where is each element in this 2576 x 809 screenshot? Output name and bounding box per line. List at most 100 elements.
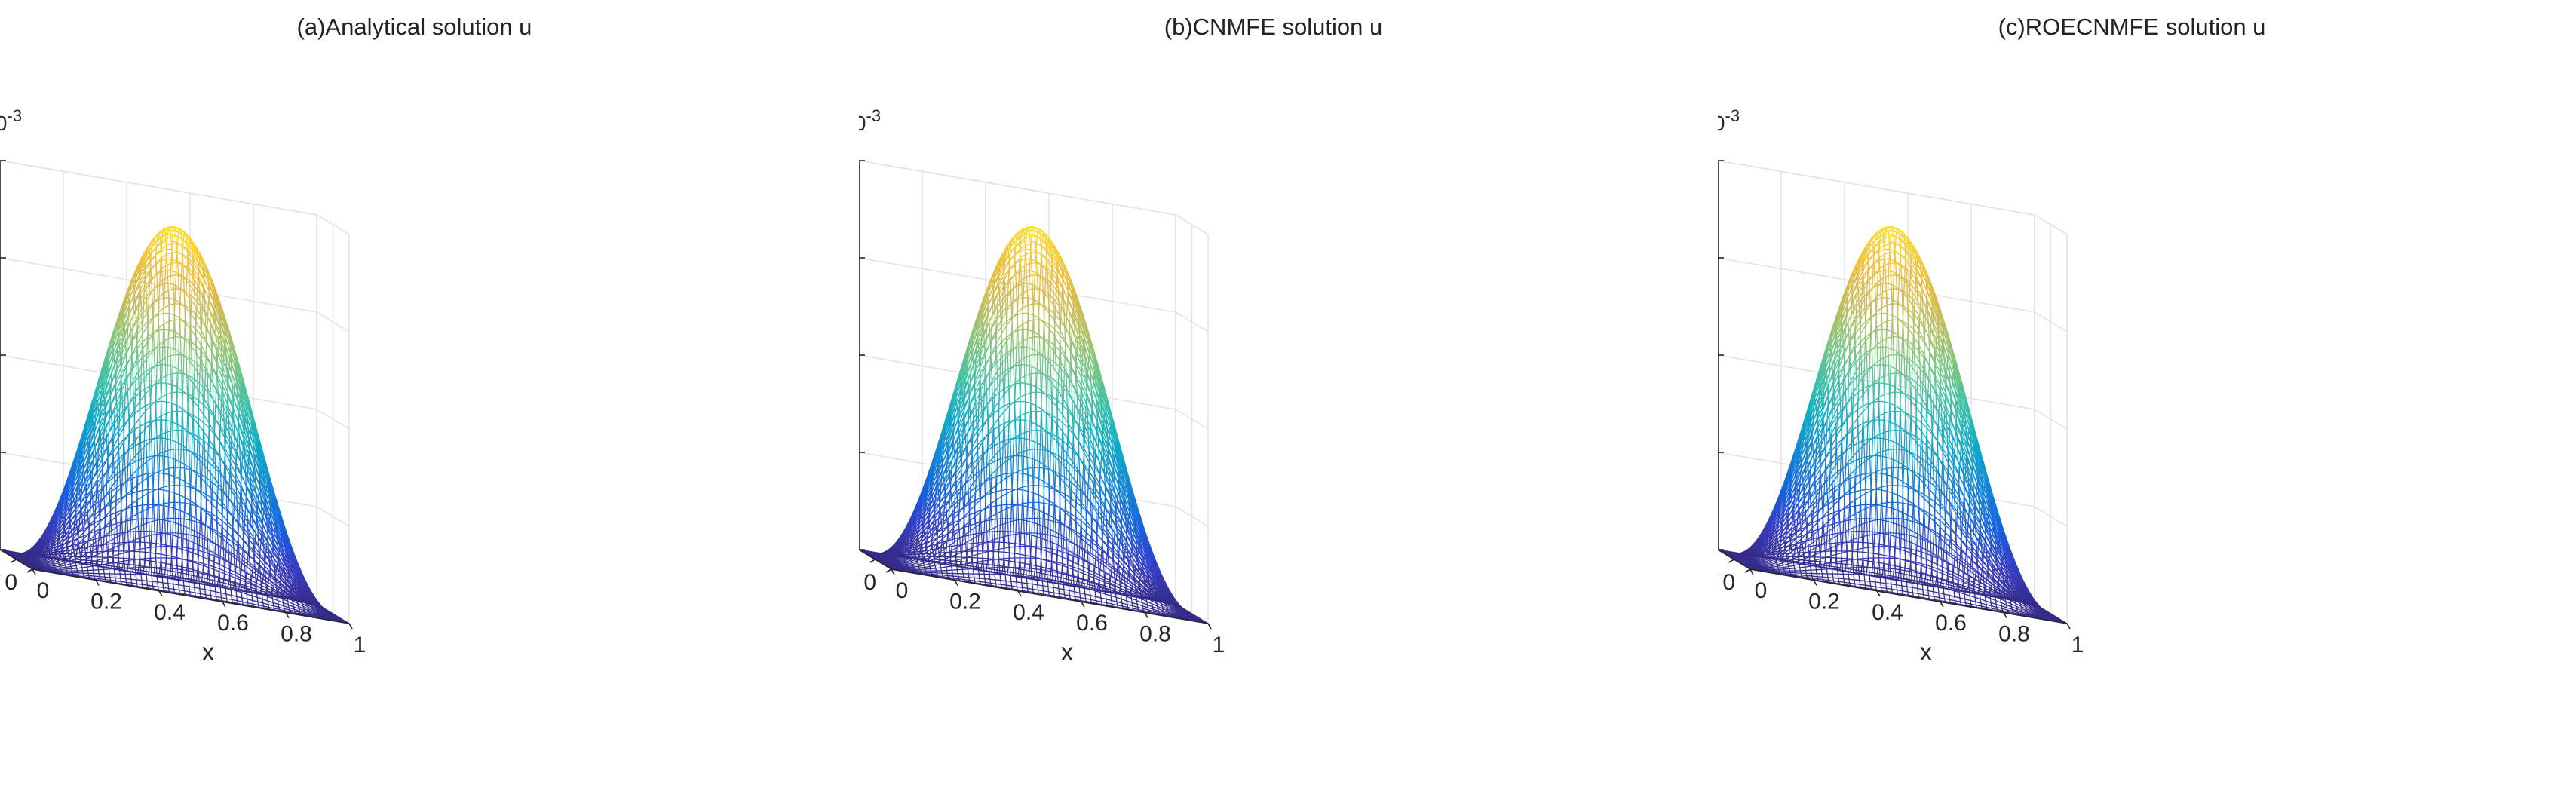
plot-a-mesh-line — [254, 532, 256, 541]
plot-a-mesh-line — [81, 506, 88, 516]
plot-a-mesh-line — [170, 259, 172, 271]
plot-a-mesh-line — [215, 485, 222, 491]
plot-a-mesh-line — [143, 355, 149, 364]
plot-a-mesh-line — [118, 543, 124, 547]
plot-a-mesh-line — [259, 606, 265, 609]
plot-a-mesh-line — [170, 336, 176, 339]
plot-a-mesh-line — [316, 606, 322, 611]
plot-a-mesh-line — [115, 487, 121, 495]
plot-a-mesh-line — [137, 510, 144, 514]
plot-a-mesh-line — [235, 583, 241, 587]
plot-a-mesh-line — [164, 283, 166, 299]
plot-a-mesh-line — [290, 611, 296, 614]
plot-a-mesh-line — [72, 533, 78, 541]
plot-a-mesh-line — [204, 383, 206, 400]
plot-a-mesh-line — [158, 504, 161, 520]
plot-a-mesh-line — [130, 574, 132, 580]
plot-a-mesh-line — [146, 457, 153, 462]
plot-a-mesh-line — [189, 515, 191, 529]
plot-a-mesh-line — [245, 579, 251, 584]
plot-a-mesh-line — [84, 474, 91, 487]
plot-a-mesh-line — [124, 468, 127, 483]
plot-a-mesh-line — [204, 440, 210, 447]
plot-a-mesh-line — [177, 430, 179, 449]
plot-a-mesh-line — [46, 559, 52, 563]
plot-a-mesh-line — [211, 366, 213, 383]
plot-a-mesh-line — [115, 512, 117, 525]
plot-a-mesh-line — [51, 570, 57, 572]
plot-a-mesh-line — [187, 395, 189, 413]
plot-a-mesh-line — [309, 611, 315, 615]
plot-a-mesh-line — [242, 527, 249, 535]
plot-a-mesh-line — [121, 402, 124, 415]
surface-plot-a-svg: 00.20.40.60.8100.5101234xy×10-3(a)Analyt… — [0, 14, 532, 666]
plot-a-mesh-line — [138, 378, 145, 388]
plot-a-mesh-line — [189, 314, 192, 329]
plot-a-mesh-line — [150, 367, 152, 386]
plot-a-mesh-line — [125, 578, 127, 583]
plot-a-mesh-line — [192, 553, 194, 562]
plot-a-mesh-line — [219, 547, 222, 557]
plot-a-mesh-line — [176, 532, 182, 535]
plot-a-mesh-line — [209, 583, 216, 586]
plot-a-mesh-line — [170, 249, 173, 259]
plot-a-mesh-line — [103, 562, 109, 565]
plot-a-mesh-line — [228, 426, 235, 437]
plot-a-mesh-line — [155, 247, 158, 255]
plot-a-mesh-line — [144, 535, 150, 538]
plot-a-mesh-line — [207, 567, 210, 575]
plot-a-mesh-line — [137, 526, 140, 539]
plot-a-mesh-line — [161, 258, 163, 268]
plot-a-mesh-line — [106, 483, 108, 496]
plot-a-mesh-line — [182, 569, 184, 579]
plot-a-mesh-line — [116, 402, 123, 414]
plot-a-mesh-line — [35, 563, 41, 566]
plot-a-mesh-line — [161, 519, 164, 533]
plot-a-mesh-line — [138, 295, 140, 308]
plot-a-mesh-line — [148, 505, 155, 509]
plot-a-mesh-line — [140, 427, 146, 435]
plot-a-mesh-line — [84, 576, 90, 578]
plot-a-mesh-line — [173, 492, 175, 509]
plot-a-mesh-line — [274, 609, 281, 612]
plot-a-mesh-line — [288, 604, 294, 608]
plot-a-mesh-line — [95, 449, 102, 463]
plot-a-mesh-line — [293, 606, 299, 610]
plot-a-mesh-line — [161, 347, 164, 365]
plot-a-mesh-line — [67, 572, 73, 575]
plot-a-mesh-line — [187, 378, 189, 396]
plot-a-mesh-line — [183, 585, 186, 591]
plot-a-mesh-line — [310, 614, 316, 617]
plot-a-mesh-line — [302, 603, 308, 608]
plot-a-mesh-line — [299, 611, 306, 614]
plot-a-mesh-line — [113, 562, 115, 569]
plot-a-mesh-line — [201, 523, 203, 539]
plot-a-mesh-line — [216, 501, 222, 507]
plot-a-mesh-line — [218, 424, 225, 434]
plot-a-mesh-line — [134, 559, 136, 568]
plot-a-mesh-line — [180, 427, 182, 445]
plot-a-mesh-line — [65, 563, 71, 566]
plot-a-mesh-line — [276, 538, 284, 550]
plot-a-mesh-line — [238, 524, 240, 535]
plot-a-mesh-line — [97, 477, 104, 489]
plot-a-mesh-line — [174, 502, 176, 519]
plot-a-mesh-line — [207, 559, 210, 568]
plot-a-mesh-line — [172, 274, 174, 290]
plot-a-mesh-line — [259, 556, 265, 562]
plot-a-mesh-line — [185, 448, 187, 466]
plot-a-mesh-line — [177, 568, 183, 571]
plot-a-mesh-line — [170, 231, 172, 237]
plot-a-mesh-line — [173, 299, 176, 315]
plot-a-mesh-line — [92, 570, 94, 574]
plot-a-mesh-line — [156, 437, 158, 455]
plot-a-mesh-line — [157, 452, 163, 455]
plot-a-mesh-line — [207, 375, 209, 393]
plot-a-mesh-line — [174, 320, 176, 337]
plot-a-mesh-line — [185, 593, 191, 596]
plot-a-mesh-line — [318, 613, 325, 617]
plot-a-mesh-line — [81, 499, 87, 510]
plot-a-mesh-line — [167, 583, 170, 589]
plot-a-mesh-line — [189, 451, 191, 470]
plot-a-mesh-line — [162, 329, 164, 348]
